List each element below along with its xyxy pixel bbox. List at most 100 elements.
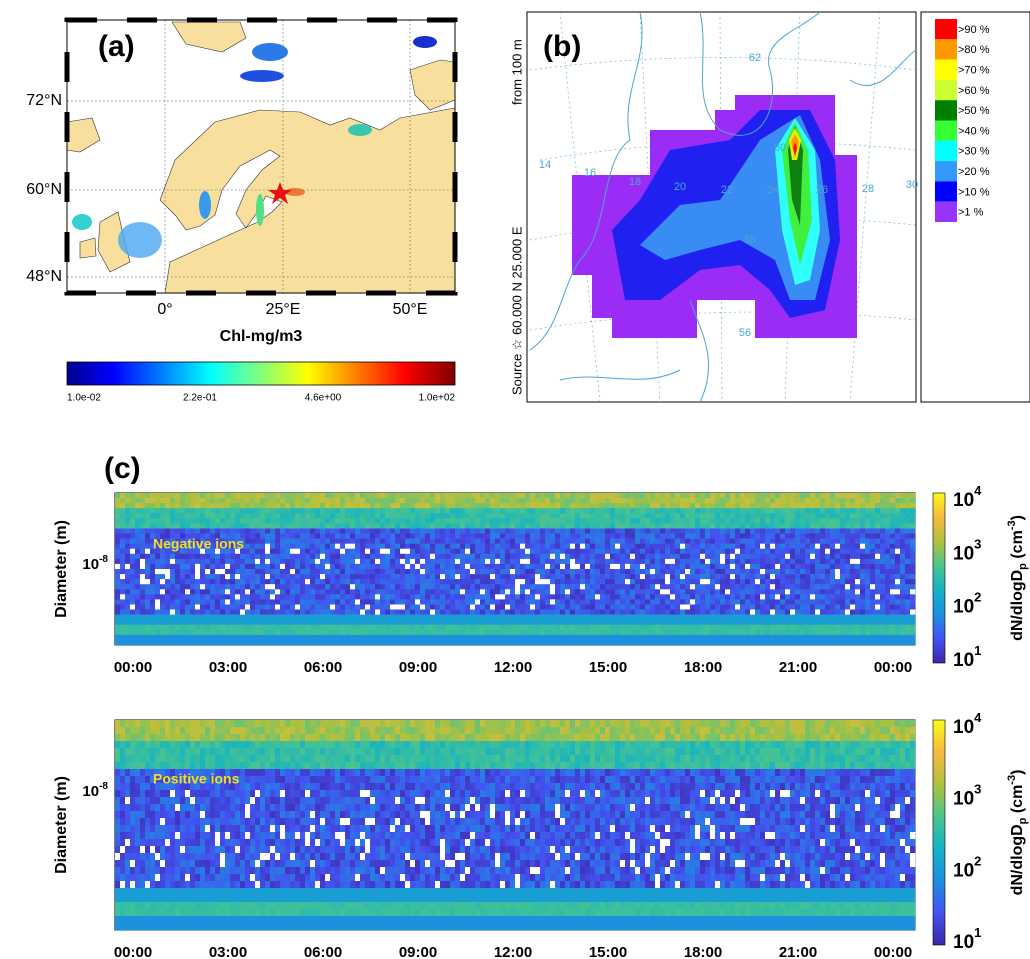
heatmap-cell: [265, 579, 270, 584]
heatmap-cell: [695, 620, 700, 625]
heatmap-cell: [490, 605, 495, 610]
heatmap-cell: [560, 625, 565, 630]
heatmap-cell: [255, 564, 260, 569]
heatmap-cell: [715, 625, 720, 630]
heatmap-cell: [680, 549, 685, 554]
heatmap-cell: [475, 534, 480, 539]
heatmap-cell: [420, 559, 425, 564]
heatmap-cell: [740, 569, 745, 574]
heatmap-cell: [455, 625, 460, 630]
x-tick-label: 03:00: [209, 659, 247, 676]
heatmap-cell: [150, 498, 155, 503]
heatmap-cell: [330, 594, 335, 599]
heatmap-cell: [855, 559, 860, 564]
heatmap-cell: [375, 589, 380, 594]
heatmap-cell: [250, 539, 255, 544]
heatmap-cell: [465, 605, 470, 610]
heatmap-cell: [490, 493, 495, 498]
heatmap-cell: [300, 508, 305, 513]
heatmap-cell: [775, 620, 780, 625]
heatmap-cell: [325, 513, 330, 518]
heatmap-cell: [360, 615, 365, 620]
heatmap-cell: [330, 620, 335, 625]
heatmap-cell: [480, 620, 485, 625]
heatmap-cell: [580, 594, 585, 599]
x-tick-label: 00:00: [114, 659, 152, 676]
heatmap-cell: [640, 584, 645, 589]
heatmap-cell: [165, 584, 170, 589]
heatmap-cell: [910, 534, 915, 539]
heatmap-cell: [740, 579, 745, 584]
heatmap-cell: [355, 544, 360, 549]
heatmap-cell: [295, 529, 300, 534]
heatmap-cell: [295, 508, 300, 513]
heatmap-cell: [870, 620, 875, 625]
heatmap-cell: [240, 620, 245, 625]
heatmap-cell: [475, 584, 480, 589]
heatmap-cell: [675, 564, 680, 569]
heatmap-cell: [825, 508, 830, 513]
heatmap-cell: [360, 630, 365, 635]
heatmap-cell: [200, 625, 205, 630]
heatmap-cell: [885, 549, 890, 554]
heatmap-cell: [155, 720, 160, 727]
heatmap-cell: [305, 554, 310, 559]
heatmap-cell: [495, 508, 500, 513]
heatmap-cell: [525, 503, 530, 508]
heatmap-cell: [250, 493, 255, 498]
heatmap-cell: [800, 589, 805, 594]
heatmap-cell: [205, 610, 210, 615]
heatmap-cell: [820, 534, 825, 539]
heatmap-cell: [625, 630, 630, 635]
heatmap-cell: [265, 493, 270, 498]
heatmap-cell: [405, 518, 410, 523]
heatmap-cell: [310, 498, 315, 503]
heatmap-cell: [255, 549, 260, 554]
heatmap-cell: [755, 508, 760, 513]
heatmap-cell: [585, 630, 590, 635]
heatmap-cell: [275, 564, 280, 569]
heatmap-cell: [535, 529, 540, 534]
heatmap-cell: [280, 544, 285, 549]
heatmap-cell: [715, 513, 720, 518]
heatmap-cell: [730, 544, 735, 549]
heatmap-cell: [410, 529, 415, 534]
heatmap-cell: [545, 584, 550, 589]
heatmap-cell: [725, 549, 730, 554]
heatmap-cell: [790, 503, 795, 508]
heatmap-cell: [810, 615, 815, 620]
heatmap-cell: [450, 594, 455, 599]
heatmap-cell: [670, 513, 675, 518]
heatmap-cell: [340, 529, 345, 534]
heatmap-cell: [700, 503, 705, 508]
heatmap-cell: [830, 574, 835, 579]
heatmap-cell: [560, 574, 565, 579]
heatmap-cell: [300, 579, 305, 584]
heatmap-cell: [580, 574, 585, 579]
heatmap-cell: [305, 589, 310, 594]
heatmap-cell: [290, 513, 295, 518]
heatmap-cell: [530, 635, 535, 640]
heatmap-cell: [790, 549, 795, 554]
heatmap-cell: [405, 554, 410, 559]
heatmap-cell: [535, 630, 540, 635]
heatmap-cell: [545, 539, 550, 544]
heatmap-cell: [805, 544, 810, 549]
heatmap-cell: [275, 518, 280, 523]
heatmap-cell: [395, 594, 400, 599]
heatmap-cell: [405, 544, 410, 549]
heatmap-cell: [670, 625, 675, 630]
heatmap-cell: [600, 620, 605, 625]
heatmap-cell: [650, 640, 655, 645]
heatmap-cell: [790, 569, 795, 574]
heatmap-cell: [745, 498, 750, 503]
heatmap-cell: [735, 539, 740, 544]
heatmap-cell: [225, 640, 230, 645]
heatmap-cell: [490, 564, 495, 569]
heatmap-cell: [660, 579, 665, 584]
heatmap-cell: [600, 579, 605, 584]
heatmap-cell: [645, 513, 650, 518]
heatmap-cell: [650, 635, 655, 640]
heatmap-cell: [755, 518, 760, 523]
heatmap-cell: [440, 610, 445, 615]
